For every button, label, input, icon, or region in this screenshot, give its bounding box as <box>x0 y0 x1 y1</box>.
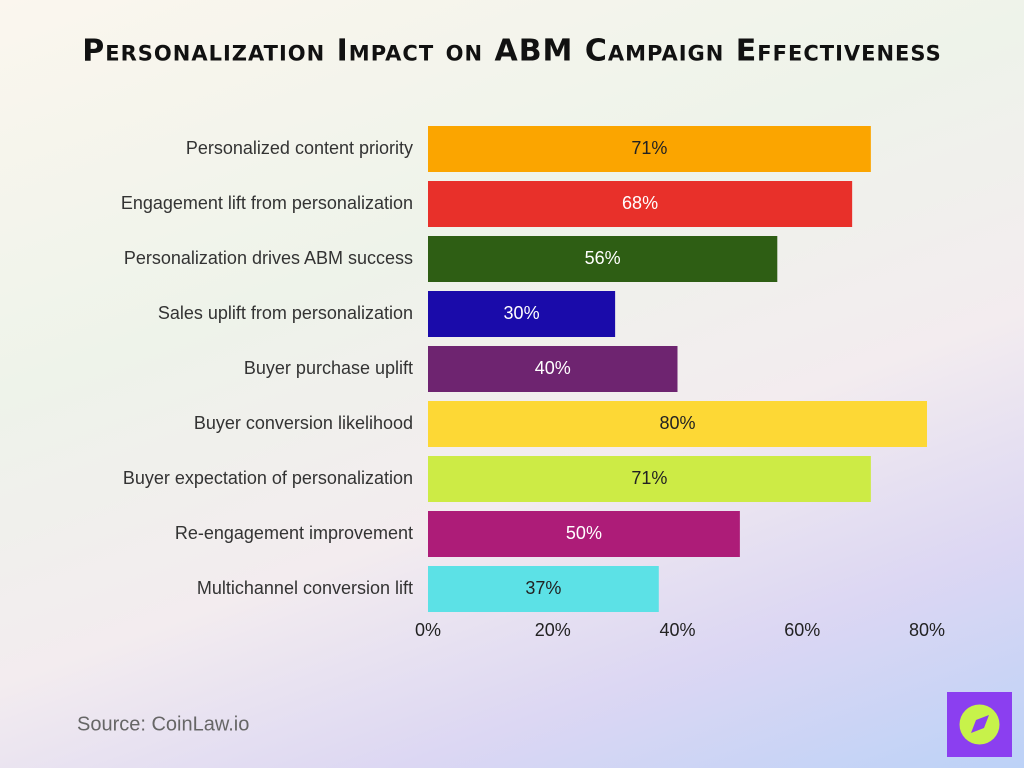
logo <box>947 692 1012 757</box>
source: Source: CoinLaw.io <box>77 713 249 735</box>
bar <box>428 401 927 447</box>
y-tick-label: Personalized content priority <box>186 138 413 158</box>
bar <box>428 236 778 282</box>
bar <box>428 566 659 612</box>
bar <box>428 126 871 172</box>
y-tick-label: Buyer conversion likelihood <box>194 413 413 433</box>
x-tick-label: 40% <box>659 620 695 640</box>
logo-needle <box>971 715 989 733</box>
x-tick-label: 60% <box>784 620 820 640</box>
value-label: 50% <box>566 523 602 543</box>
y-tick-label: Sales uplift from personalization <box>158 303 413 323</box>
y-tick-label: Personalization drives ABM success <box>124 248 413 268</box>
bar <box>428 346 678 392</box>
y-tick-label: Multichannel conversion lift <box>197 578 413 598</box>
y-tick-label: Re-engagement improvement <box>175 523 413 543</box>
value-label: 56% <box>585 248 621 268</box>
x-tick-label: 0% <box>415 620 441 640</box>
chart-title: Personalization Impact on ABM Campaign E… <box>82 34 941 69</box>
x-tick-label: 80% <box>909 620 945 640</box>
value-label: 80% <box>659 413 695 433</box>
y-tick-label: Buyer expectation of personalization <box>123 468 413 488</box>
value-label: 68% <box>622 193 658 213</box>
bar <box>428 291 616 337</box>
bar <box>428 456 871 502</box>
value-label: 71% <box>631 138 667 158</box>
value-label: 40% <box>535 358 571 378</box>
y-tick-label: Buyer purchase uplift <box>244 358 413 378</box>
x-tick-label: 20% <box>535 620 571 640</box>
value-label: 37% <box>525 578 561 598</box>
bar <box>428 511 740 557</box>
value-label: 71% <box>631 468 667 488</box>
y-tick-label: Engagement lift from personalization <box>121 193 413 213</box>
bar <box>428 181 853 227</box>
value-label: 30% <box>504 303 540 323</box>
